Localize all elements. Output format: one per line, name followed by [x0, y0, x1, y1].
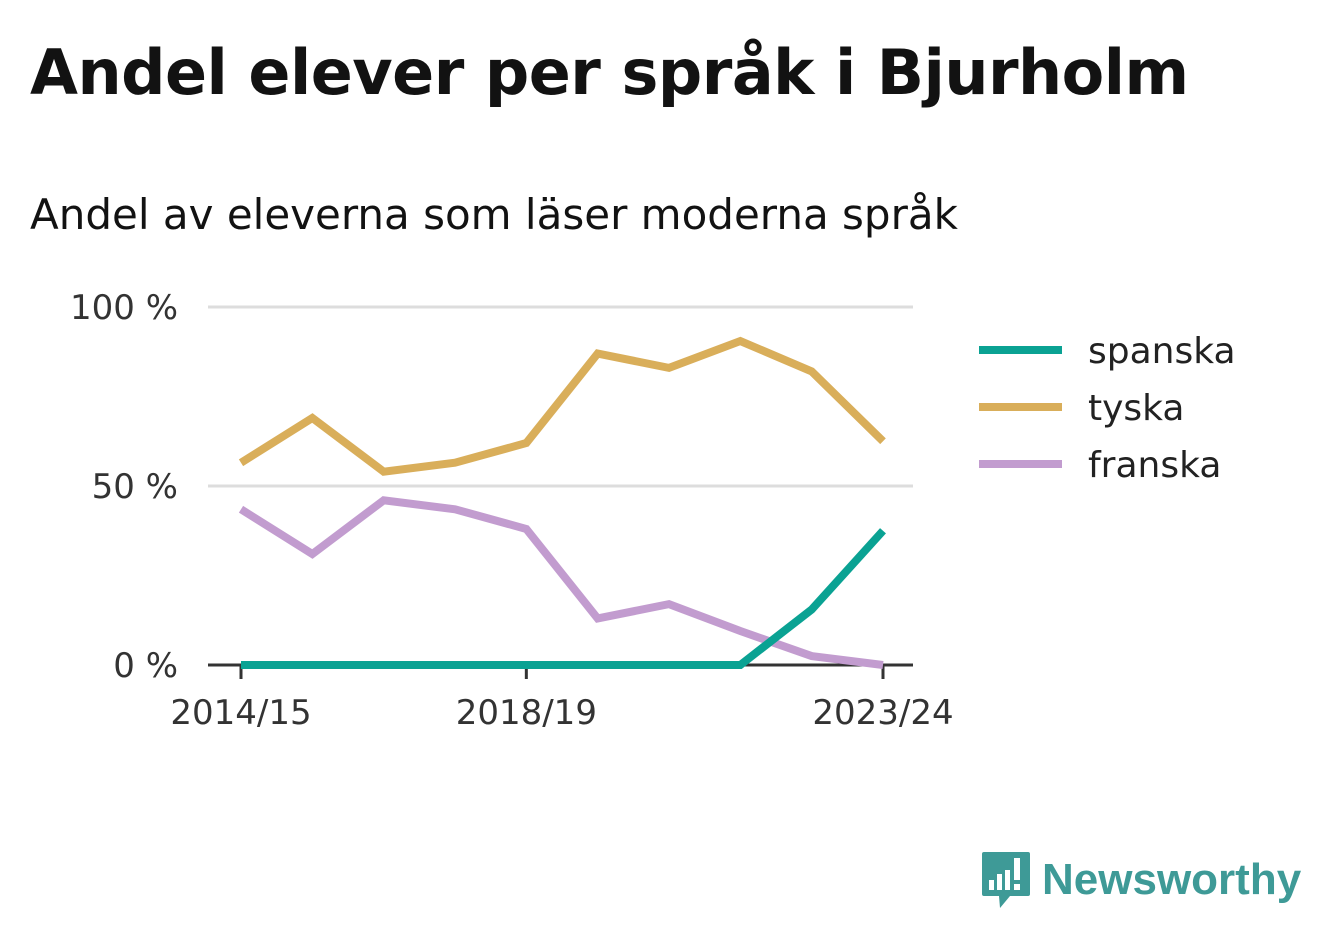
series-line-franska	[238, 496, 884, 669]
legend-label-spanska: spanska	[1088, 331, 1236, 372]
x-tick-label: 2023/24	[812, 693, 953, 733]
y-tick-label: 100 %	[70, 288, 178, 328]
chart-bubble-icon	[982, 852, 1030, 908]
x-tick-label: 2018/19	[456, 693, 597, 733]
gridlines	[208, 305, 913, 488]
series-line-spanska	[241, 528, 886, 669]
legend-label-franska: franska	[1088, 445, 1221, 486]
y-tick-label: 50 %	[92, 467, 178, 507]
y-tick-label: 0 %	[113, 646, 178, 686]
x-tick-label: 2014/15	[170, 693, 311, 733]
chart-subtitle: Andel av eleverna som läser moderna språ…	[30, 190, 958, 239]
chart-title: Andel elever per språk i Bjurholm	[30, 36, 1189, 109]
series-line-tyska	[238, 336, 886, 476]
brand-name: Newsworthy	[1042, 855, 1302, 904]
series-lines	[238, 336, 886, 669]
legend-label-tyska: tyska	[1088, 388, 1184, 429]
newsworthy-logo: Newsworthy	[980, 850, 1301, 910]
legend: spanska tyska franska	[979, 331, 1236, 486]
